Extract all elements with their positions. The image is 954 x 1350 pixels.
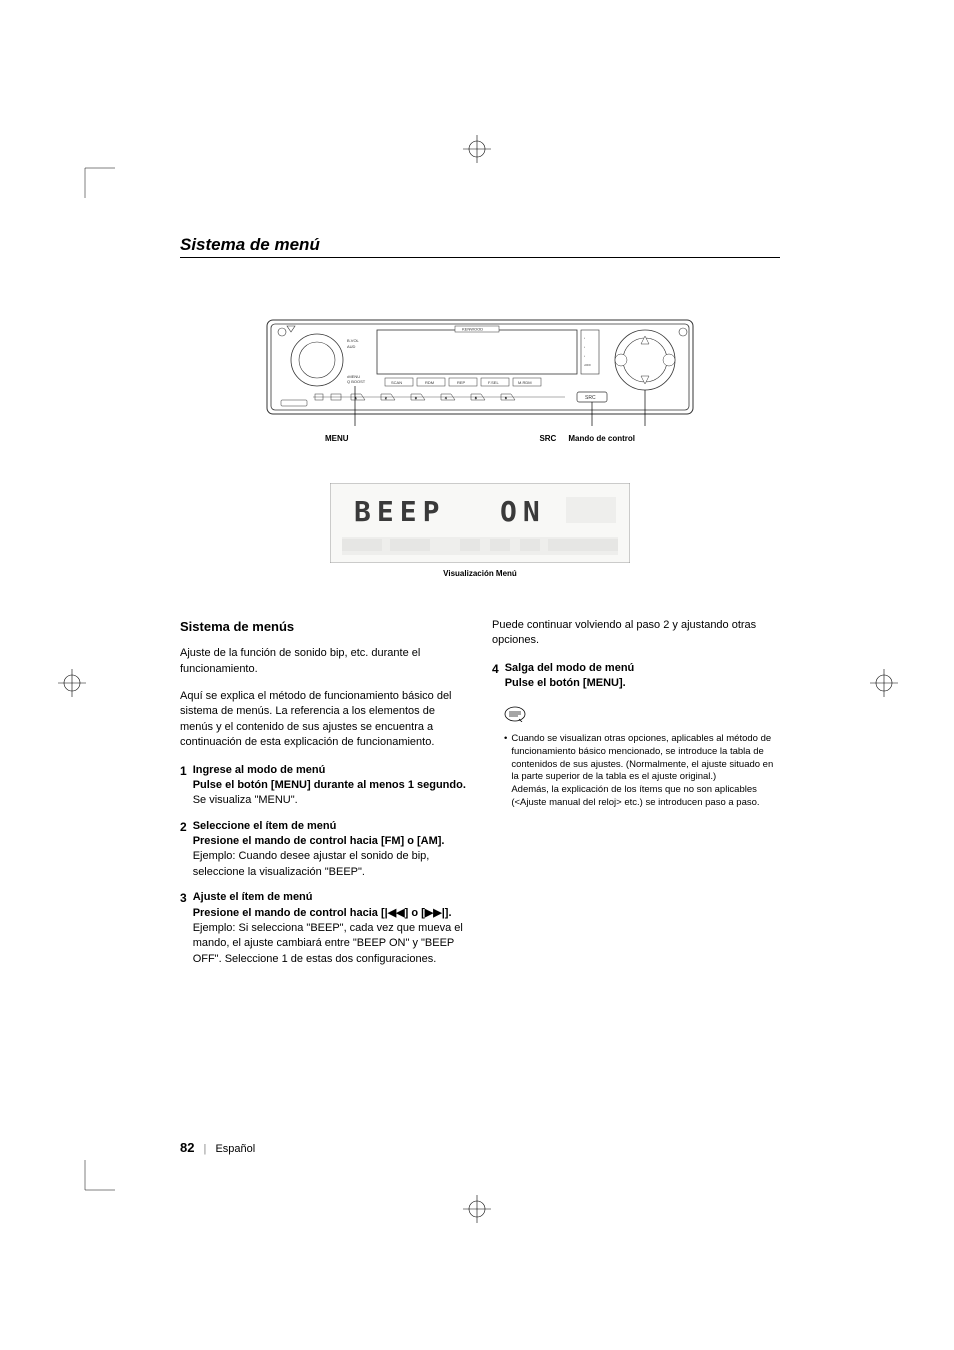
step-2: 2 Seleccione el ítem de menú Presione el… bbox=[180, 819, 468, 881]
svg-text:SCAN: SCAN bbox=[391, 380, 402, 385]
step-1-detail: Se visualiza "MENU". bbox=[193, 793, 468, 808]
col2-continue: Puede continuar volviendo al paso 2 y aj… bbox=[492, 618, 780, 649]
step-1: 1 Ingrese al modo de menú Pulse el botón… bbox=[180, 763, 468, 809]
note-icon bbox=[504, 706, 526, 722]
right-column: Puede continuar volviendo al paso 2 y aj… bbox=[492, 618, 780, 977]
footer-lang: Español bbox=[215, 1143, 255, 1155]
step-num-1: 1 bbox=[180, 763, 187, 809]
step-2-example-prefix: Ejemplo: bbox=[193, 850, 236, 862]
reg-mark-right bbox=[870, 669, 898, 697]
note-bullet: • bbox=[504, 733, 507, 810]
step-3-instruction: Presione el mando de control hacia [|◀◀]… bbox=[193, 906, 468, 921]
step-1-instruction: Pulse el botón [MENU] durante al menos 1… bbox=[193, 778, 468, 793]
svg-text:F.SEL: F.SEL bbox=[488, 380, 499, 385]
svg-text:•: • bbox=[584, 336, 585, 340]
svg-text:KENWOOD: KENWOOD bbox=[462, 327, 483, 332]
intro-para-2: Aquí se explica el método de funcionamie… bbox=[180, 689, 468, 751]
reg-mark-top bbox=[463, 135, 491, 163]
display-figure: BEEP ON Visualización Menú bbox=[330, 483, 630, 578]
svg-text:SRC: SRC bbox=[585, 395, 596, 401]
svg-text:M.RDM: M.RDM bbox=[518, 380, 532, 385]
body-columns: Sistema de menús Ajuste de la función de… bbox=[180, 618, 780, 977]
svg-text:RDM: RDM bbox=[425, 380, 434, 385]
reg-mark-bottom bbox=[463, 1195, 491, 1223]
lcd-display-illustration: BEEP ON bbox=[330, 483, 630, 563]
reg-mark-left bbox=[58, 669, 86, 697]
note-list: • Cuando se visualizan otras opciones, a… bbox=[492, 733, 780, 810]
page-footer: 82 | Español bbox=[180, 1140, 255, 1155]
device-figure: B.VOL AUD • MENU Q BOOST KENWOOD SCAN RDM… bbox=[265, 318, 695, 443]
intro-para-1: Ajuste de la función de sonido bip, etc.… bbox=[180, 646, 468, 677]
step-2-title: Seleccione el ítem de menú bbox=[193, 819, 468, 834]
car-stereo-illustration: B.VOL AUD •MENU Q BOOST KENWOOD SCAN RDM… bbox=[265, 318, 695, 428]
step-3: 3 Ajuste el ítem de menú Presione el man… bbox=[180, 890, 468, 967]
page-content: Sistema de menú B.VOL AUD •MENU Q BOOST … bbox=[180, 235, 780, 977]
step-num-3: 3 bbox=[180, 890, 187, 967]
display-caption: Visualización Menú bbox=[330, 569, 630, 578]
left-column: Sistema de menús Ajuste de la función de… bbox=[180, 618, 468, 977]
crop-tl bbox=[75, 158, 115, 198]
step-2-instruction: Presione el mando de control hacia [FM] … bbox=[193, 834, 468, 849]
step-3-title: Ajuste el ítem de menú bbox=[193, 890, 468, 905]
subsection-title: Sistema de menús bbox=[180, 618, 468, 636]
step-3-example-prefix: Ejemplo: bbox=[193, 922, 236, 934]
section-title: Sistema de menú bbox=[180, 235, 780, 258]
step-4-instruction: Pulse el botón [MENU]. bbox=[505, 676, 780, 691]
step-1-title: Ingrese al modo de menú bbox=[193, 763, 468, 778]
footer-sep: | bbox=[204, 1143, 207, 1155]
device-label-control: Mando de control bbox=[568, 434, 635, 443]
step-num-2: 2 bbox=[180, 819, 187, 881]
svg-text:•: • bbox=[584, 345, 585, 349]
svg-text:REP: REP bbox=[457, 380, 466, 385]
step-4-title: Salga del modo de menú bbox=[505, 661, 780, 676]
svg-text:Q BOOST: Q BOOST bbox=[347, 379, 366, 384]
step-num-4: 4 bbox=[492, 661, 499, 692]
svg-text:BEEP: BEEP bbox=[354, 495, 445, 528]
svg-text:AUD: AUD bbox=[347, 344, 356, 349]
step-4: 4 Salga del modo de menú Pulse el botón … bbox=[492, 661, 780, 692]
svg-text:B.VOL: B.VOL bbox=[347, 338, 360, 343]
device-label-menu: MENU bbox=[325, 434, 349, 443]
crop-bl bbox=[75, 1160, 115, 1200]
svg-text:•: • bbox=[584, 354, 585, 358]
note-text: Cuando se visualizan otras opciones, apl… bbox=[511, 733, 780, 810]
device-label-src: SRC bbox=[539, 434, 556, 443]
svg-text:ON: ON bbox=[500, 495, 546, 528]
page-number: 82 bbox=[180, 1140, 194, 1155]
svg-text:•OFF: •OFF bbox=[584, 363, 591, 367]
